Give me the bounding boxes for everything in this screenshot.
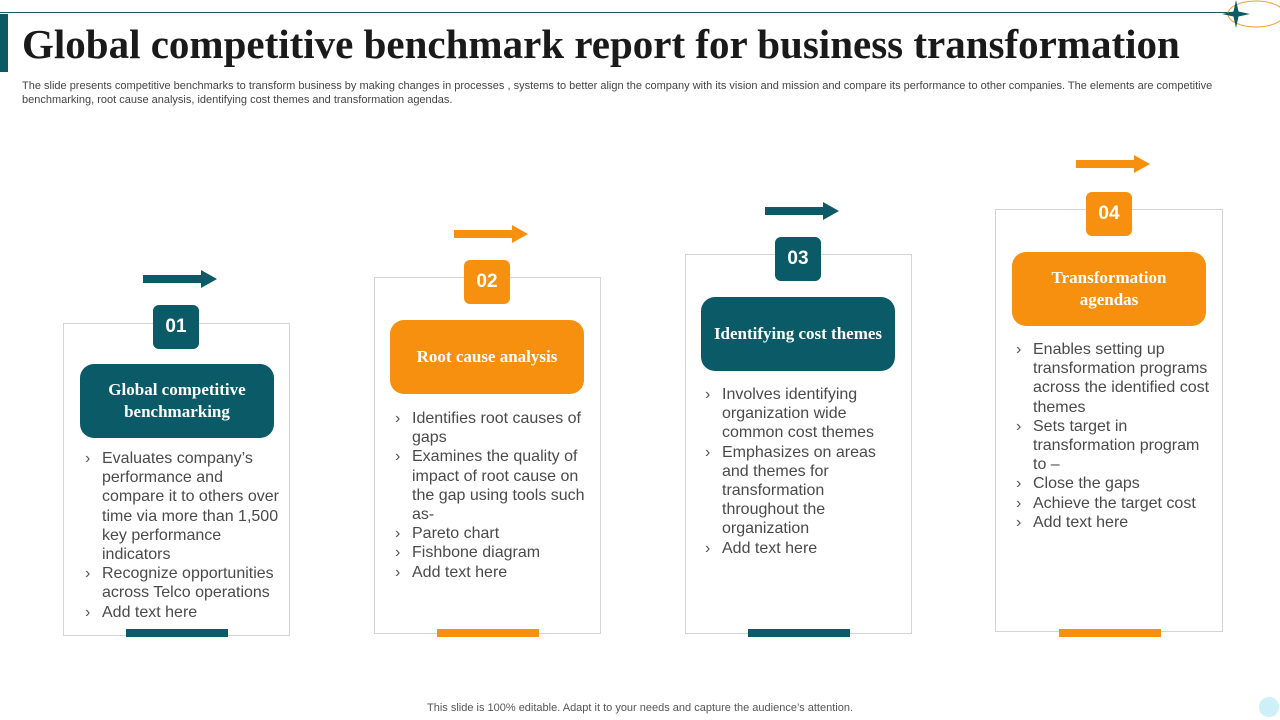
- list-item: Identifies root causes of gaps: [393, 409, 593, 447]
- list-item: Examines the quality of impact of root c…: [393, 447, 593, 524]
- title-accent-bar: [0, 14, 8, 72]
- list-item: Emphasizes on areas and themes for trans…: [703, 443, 903, 539]
- list-item: Add text here: [1014, 513, 1214, 532]
- bullet-list: Involves identifying organization wide c…: [703, 385, 903, 558]
- top-rule: [0, 12, 1232, 13]
- step-number-badge: 03: [775, 237, 821, 281]
- list-item: Add text here: [393, 563, 593, 582]
- arrow-right-icon: [143, 270, 217, 288]
- list-item: Achieve the target cost: [1014, 494, 1214, 513]
- arrow-right-icon: [454, 225, 528, 243]
- step-number-badge: 04: [1086, 192, 1132, 236]
- decorative-circle: [1259, 697, 1279, 717]
- bullet-list: Enables setting up transformation progra…: [1014, 340, 1214, 532]
- star-icon: [1222, 0, 1280, 28]
- list-item: Enables setting up transformation progra…: [1014, 340, 1214, 417]
- card-bottom-bar: [1059, 629, 1161, 637]
- card-bottom-bar: [437, 629, 539, 637]
- card-heading: Identifying cost themes: [701, 297, 895, 371]
- list-item: Recognize opportunities across Telco ope…: [83, 564, 288, 602]
- list-item: Add text here: [83, 603, 288, 622]
- card-heading: Root cause analysis: [390, 320, 584, 394]
- list-item: Close the gaps: [1014, 474, 1214, 493]
- list-item: Pareto chart: [393, 524, 593, 543]
- card-bottom-bar: [126, 629, 228, 637]
- list-item: Evaluates company’s performance and comp…: [83, 449, 288, 564]
- list-item: Add text here: [703, 539, 903, 558]
- list-item: Involves identifying organization wide c…: [703, 385, 903, 443]
- bullet-list: Identifies root causes of gaps Examines …: [393, 409, 593, 582]
- page-title: Global competitive benchmark report for …: [22, 21, 1180, 67]
- footer-note: This slide is 100% editable. Adapt it to…: [426, 702, 854, 714]
- card-bottom-bar: [748, 629, 850, 637]
- arrow-right-icon: [1076, 155, 1150, 173]
- page-subtitle: The slide presents competitive benchmark…: [22, 80, 1213, 106]
- card-heading: Transformation agendas: [1012, 252, 1206, 326]
- list-item: Fishbone diagram: [393, 543, 593, 562]
- bullet-list: Evaluates company’s performance and comp…: [83, 449, 288, 622]
- step-number-badge: 01: [153, 305, 199, 349]
- list-item: Sets target in transformation program to…: [1014, 417, 1214, 475]
- arrow-right-icon: [765, 202, 839, 220]
- step-number-badge: 02: [464, 260, 510, 304]
- card-heading: Global competitive benchmarking: [80, 364, 274, 438]
